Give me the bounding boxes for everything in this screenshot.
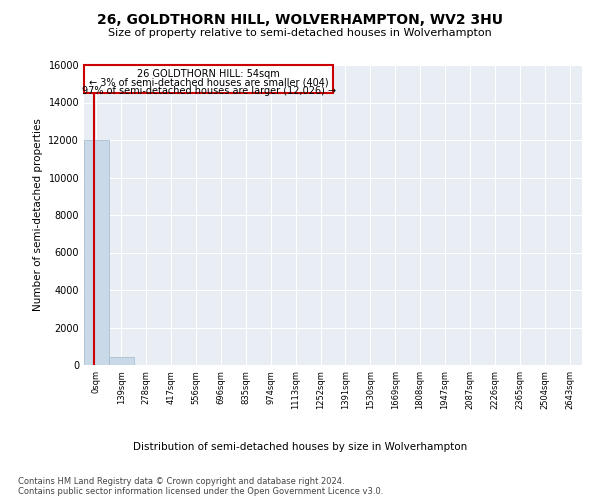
Text: 26, GOLDTHORN HILL, WOLVERHAMPTON, WV2 3HU: 26, GOLDTHORN HILL, WOLVERHAMPTON, WV2 3… [97,12,503,26]
Text: ← 3% of semi-detached houses are smaller (404): ← 3% of semi-detached houses are smaller… [89,77,328,87]
Text: Size of property relative to semi-detached houses in Wolverhampton: Size of property relative to semi-detach… [108,28,492,38]
Text: 97% of semi-detached houses are larger (12,026) →: 97% of semi-detached houses are larger (… [82,86,336,96]
Text: Contains HM Land Registry data © Crown copyright and database right 2024.: Contains HM Land Registry data © Crown c… [18,478,344,486]
FancyBboxPatch shape [85,65,333,93]
Text: 26 GOLDTHORN HILL: 54sqm: 26 GOLDTHORN HILL: 54sqm [137,68,280,78]
Text: Distribution of semi-detached houses by size in Wolverhampton: Distribution of semi-detached houses by … [133,442,467,452]
Text: Contains public sector information licensed under the Open Government Licence v3: Contains public sector information licen… [18,488,383,496]
Bar [109,358,134,365]
Bar [84,140,109,365]
Y-axis label: Number of semi-detached properties: Number of semi-detached properties [33,118,43,312]
